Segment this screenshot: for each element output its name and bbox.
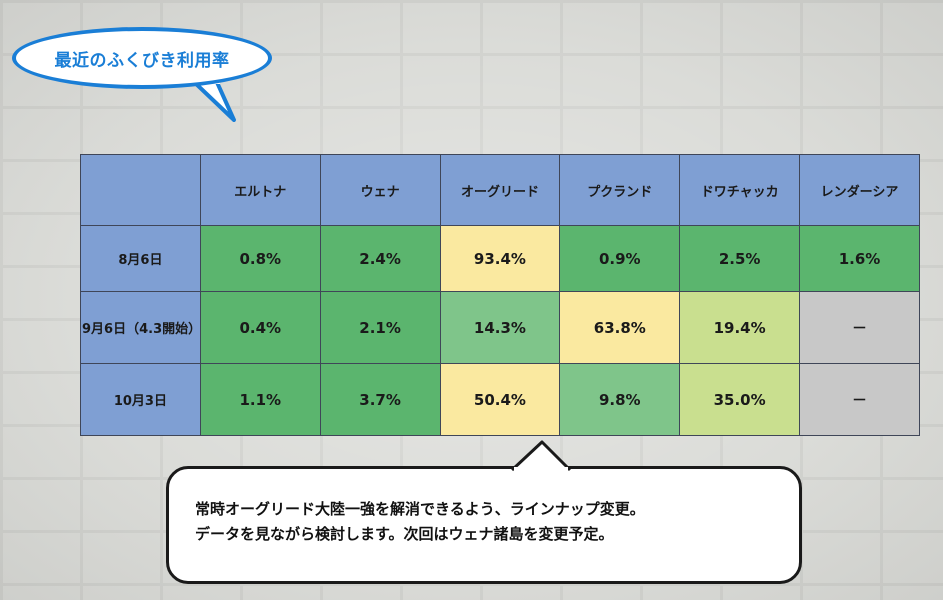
column-header: プクランド	[559, 154, 681, 226]
corner-cell	[80, 154, 201, 226]
table-cell: 2.4%	[319, 225, 441, 292]
table-cell: 0.8%	[199, 225, 321, 292]
table-cell: －	[799, 363, 920, 436]
note-bubble: 常時オーグリード大陸一強を解消できるよう、ラインナップ変更。 データを見ながら検…	[166, 466, 802, 584]
table-cell: 63.8%	[559, 291, 681, 364]
title-bubble-tail	[190, 80, 236, 122]
table-cell: －	[799, 291, 920, 364]
title-bubble: 最近のふくびき利用率	[12, 27, 272, 89]
note-line-1: 常時オーグリード大陸一強を解消できるよう、ラインナップ変更。	[195, 500, 645, 518]
table-header-row: エルトナ ウェナ オーグリード プクランド ドワチャッカ レンダーシア	[80, 154, 920, 226]
table-row: 9月6日（4.3開始） 0.4% 2.1% 14.3% 63.8% 19.4% …	[80, 291, 920, 364]
table-cell: 2.1%	[319, 291, 441, 364]
note-bubble-tail	[510, 440, 572, 472]
table-cell: 1.1%	[199, 363, 321, 436]
column-header: ドワチャッカ	[679, 154, 801, 226]
table-cell: 50.4%	[439, 363, 561, 436]
table-cell: 14.3%	[439, 291, 561, 364]
table-cell: 35.0%	[679, 363, 801, 436]
column-header: オーグリード	[439, 154, 561, 226]
note-line-2: データを見ながら検討します。次回はウェナ諸島を変更予定。	[195, 525, 614, 543]
table-cell: 1.6%	[799, 225, 920, 292]
row-header: 9月6日（4.3開始）	[80, 291, 201, 364]
table-row: 8月6日 0.8% 2.4% 93.4% 0.9% 2.5% 1.6%	[80, 225, 920, 292]
table-cell: 19.4%	[679, 291, 801, 364]
table-cell: 0.9%	[559, 225, 681, 292]
row-header: 10月3日	[80, 363, 201, 436]
table-cell: 3.7%	[319, 363, 441, 436]
table-cell: 93.4%	[439, 225, 561, 292]
table-cell: 2.5%	[679, 225, 801, 292]
column-header: レンダーシア	[799, 154, 920, 226]
column-header: エルトナ	[199, 154, 321, 226]
table-cell: 9.8%	[559, 363, 681, 436]
table-row: 10月3日 1.1% 3.7% 50.4% 9.8% 35.0% －	[80, 363, 920, 436]
column-header: ウェナ	[319, 154, 441, 226]
table-cell: 0.4%	[199, 291, 321, 364]
row-header: 8月6日	[80, 225, 201, 292]
page-title: 最近のふくびき利用率	[54, 50, 230, 71]
usage-rate-table: エルトナ ウェナ オーグリード プクランド ドワチャッカ レンダーシア 8月6日…	[80, 154, 920, 436]
